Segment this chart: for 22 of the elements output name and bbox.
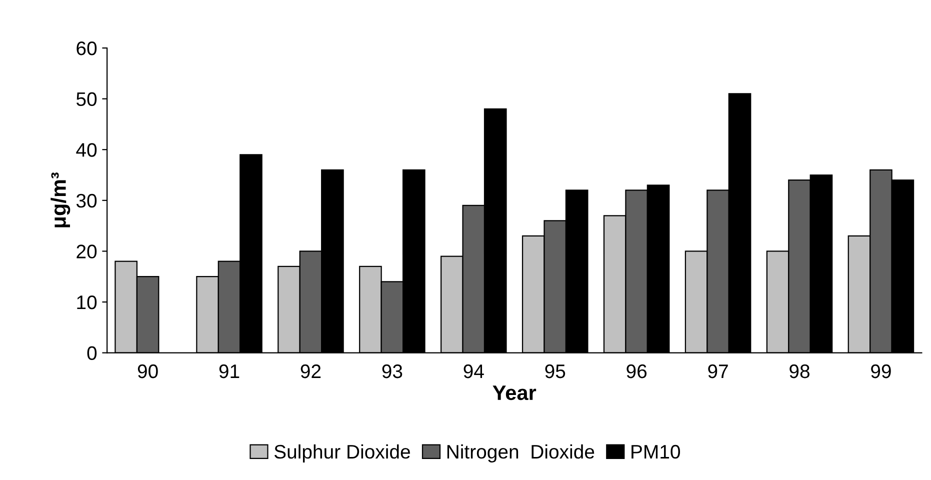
legend-label: Sulphur Dioxide — [274, 444, 410, 462]
legend-label: Nitrogen Dioxide — [447, 444, 594, 462]
y-tick-label: 30 — [76, 194, 97, 208]
x-tick-label: 99 — [871, 364, 891, 378]
x-tick-label: 95 — [545, 364, 566, 378]
y-tick-label: 60 — [76, 41, 97, 56]
x-axis-title: Year — [492, 386, 536, 400]
y-tick-label: 0 — [87, 346, 97, 360]
y-tick-label: 10 — [77, 295, 97, 310]
x-tick-label: 97 — [708, 364, 728, 378]
x-tick-label: 98 — [790, 364, 810, 378]
y-tick-label: 50 — [76, 92, 97, 106]
x-tick-label: 94 — [464, 364, 484, 378]
y-tick-label: 20 — [76, 244, 97, 258]
x-tick-label: 92 — [300, 364, 321, 378]
x-tick-label: 93 — [382, 364, 402, 378]
legend-label: PM10 — [632, 444, 680, 459]
y-axis-title: μg/m³ — [50, 172, 70, 228]
y-tick-label: 40 — [76, 143, 97, 157]
x-tick-label: 96 — [626, 364, 647, 378]
x-tick-label: 90 — [138, 364, 158, 378]
x-tick-label: 91 — [219, 364, 240, 378]
